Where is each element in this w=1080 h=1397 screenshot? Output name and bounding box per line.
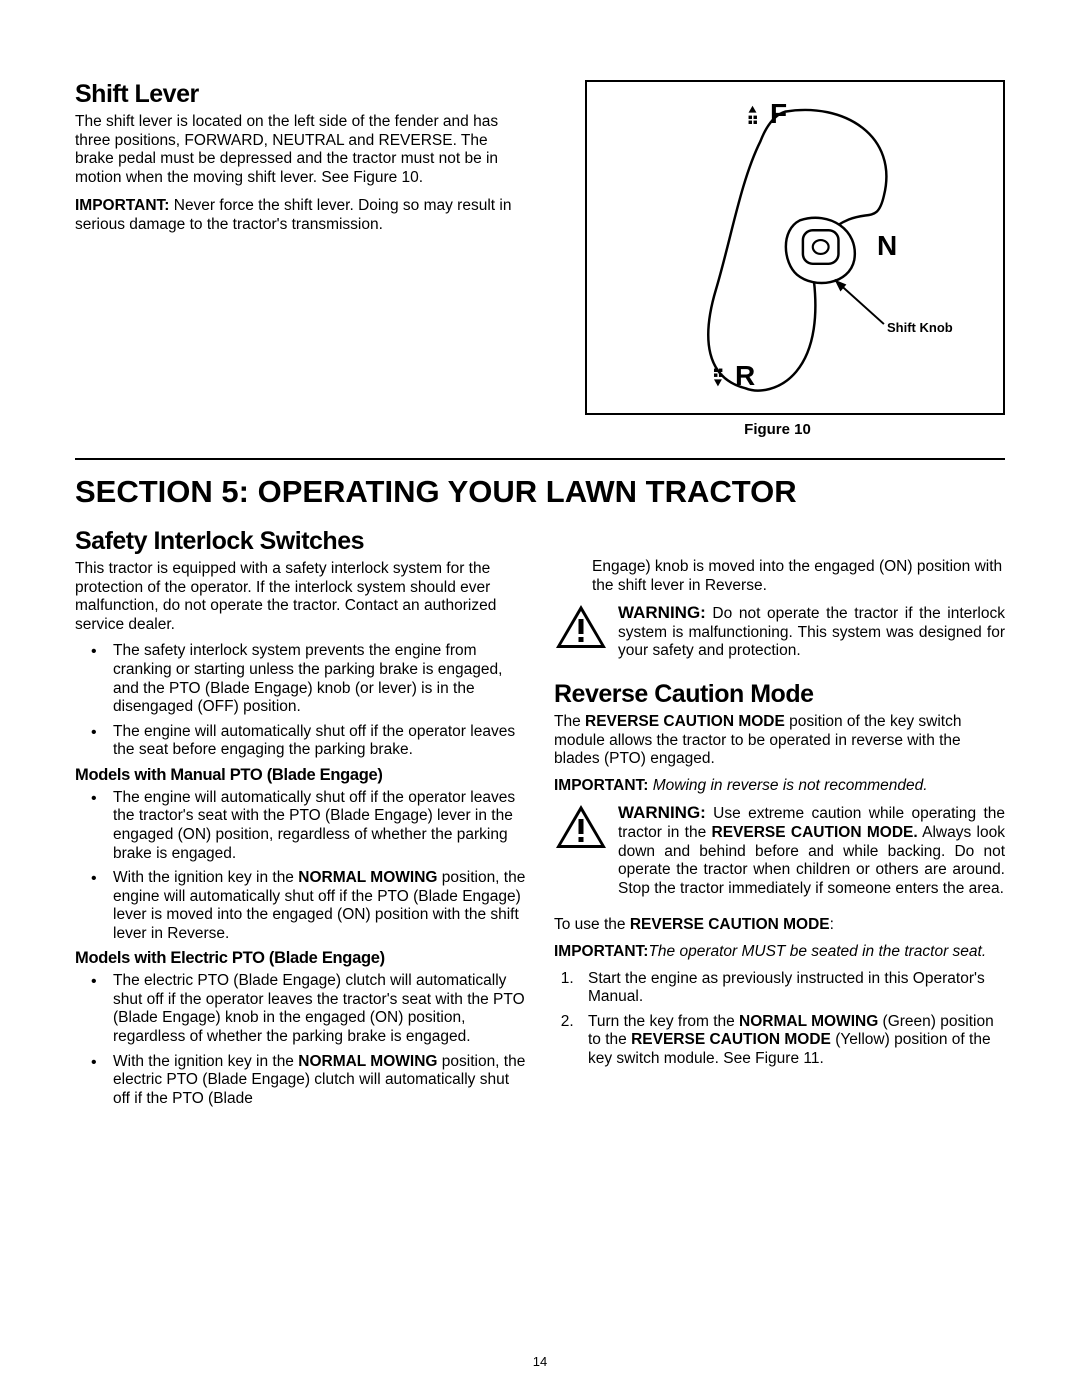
use-b: REVERSE CAUTION MODE <box>630 916 830 933</box>
figure-10-box: F N R Shift Knob <box>585 80 1005 415</box>
shift-lever-important: IMPORTANT: Never force the shift lever. … <box>75 197 530 234</box>
m2a: With the ignition key in the <box>113 869 298 886</box>
rev1a: The <box>554 713 585 730</box>
figure-10-caption: Figure 10 <box>550 421 1005 438</box>
right-column: Engage) knob is moved into the engaged (… <box>554 526 1005 1114</box>
safety-bullet-1: The safety interlock system prevents the… <box>99 642 526 716</box>
safety-interlock-heading: Safety Interlock Switches <box>75 526 526 556</box>
manual-pto-heading: Models with Manual PTO (Blade Engage) <box>75 766 526 786</box>
electric-pto-bullets: The electric PTO (Blade Engage) clutch w… <box>75 972 526 1108</box>
e2a: With the ignition key in the <box>113 1053 298 1070</box>
step-2: Turn the key from the NORMAL MOWING (Gre… <box>578 1013 1005 1069</box>
page-number: 14 <box>0 1354 1080 1369</box>
warning-1-text: WARNING: Do not operate the tractor if t… <box>618 603 1005 661</box>
manual-bullet-1: The engine will automatically shut off i… <box>99 789 526 863</box>
reverse-caution-heading: Reverse Caution Mode <box>554 679 1005 709</box>
warn2-label: WARNING: <box>618 803 706 822</box>
important-label: IMPORTANT: <box>75 197 169 214</box>
warning-1-row: WARNING: Do not operate the tractor if t… <box>554 603 1005 669</box>
n2b: NORMAL MOWING <box>739 1013 878 1030</box>
safety-intro: This tractor is equipped with a safety i… <box>75 560 526 634</box>
imp-text: Mowing in reverse is not recommended. <box>648 777 927 794</box>
section-divider <box>75 458 1005 460</box>
electric-continuation: Engage) knob is moved into the engaged (… <box>554 558 1005 595</box>
reverse-steps: Start the engine as previously instructe… <box>554 970 1005 1069</box>
rev1b: REVERSE CAUTION MODE <box>585 713 785 730</box>
use-c: : <box>830 916 834 933</box>
safety-bullets: The safety interlock system prevents the… <box>75 642 526 760</box>
imp-label: IMPORTANT: <box>554 777 648 794</box>
manual-bullet-2: With the ignition key in the NORMAL MOWI… <box>99 869 526 943</box>
electric-bullet-1: The electric PTO (Blade Engage) clutch w… <box>99 972 526 1046</box>
warning-2-row: WARNING: Use extreme caution while opera… <box>554 803 1005 906</box>
section-5-title: SECTION 5: OPERATING YOUR LAWN TRACTOR <box>75 474 1005 510</box>
use-line: To use the REVERSE CAUTION MODE: <box>554 916 1005 935</box>
electric-pto-heading: Models with Electric PTO (Blade Engage) <box>75 949 526 969</box>
safety-bullet-2: The engine will automatically shut off i… <box>99 723 526 760</box>
figure-10-container: F N R Shift Knob Figure 10 <box>550 80 1005 438</box>
shift-lever-p1: The shift lever is located on the left s… <box>75 113 530 187</box>
warning-icon <box>554 803 608 857</box>
shift-lever-row: Shift Lever The shift lever is located o… <box>75 80 1005 438</box>
warn2b: REVERSE CAUTION MODE. <box>712 824 918 841</box>
figure-label-f: F <box>770 98 787 130</box>
n2a: Turn the key from the <box>588 1013 739 1030</box>
reverse-p1: The REVERSE CAUTION MODE position of the… <box>554 713 1005 769</box>
reverse-important: IMPORTANT: Mowing in reverse is not reco… <box>554 777 1005 796</box>
left-column: Safety Interlock Switches This tractor i… <box>75 526 526 1114</box>
m2b: NORMAL MOWING <box>298 869 437 886</box>
warn1-label: WARNING: <box>618 603 706 622</box>
imp2-label: IMPORTANT: <box>554 943 648 960</box>
e2b: NORMAL MOWING <box>298 1053 437 1070</box>
reverse-important-2: IMPORTANT:The operator MUST be seated in… <box>554 943 1005 962</box>
figure-label-n: N <box>877 230 897 262</box>
electric-bullet-2: With the ignition key in the NORMAL MOWI… <box>99 1053 526 1109</box>
warning-2-text: WARNING: Use extreme caution while opera… <box>618 803 1005 898</box>
shift-lever-diagram <box>587 82 1003 413</box>
section-5-columns: Safety Interlock Switches This tractor i… <box>75 526 1005 1114</box>
manual-pto-bullets: The engine will automatically shut off i… <box>75 789 526 944</box>
imp2-text: The operator MUST be seated in the tract… <box>648 943 986 960</box>
warning-icon <box>554 603 608 657</box>
figure-label-r: R <box>735 360 755 392</box>
use-a: To use the <box>554 916 630 933</box>
shift-lever-heading: Shift Lever <box>75 80 530 109</box>
n2d: REVERSE CAUTION MODE <box>631 1031 831 1048</box>
shift-knob-label: Shift Knob <box>887 320 953 335</box>
shift-lever-text: Shift Lever The shift lever is located o… <box>75 80 530 438</box>
step-1: Start the engine as previously instructe… <box>578 970 1005 1007</box>
